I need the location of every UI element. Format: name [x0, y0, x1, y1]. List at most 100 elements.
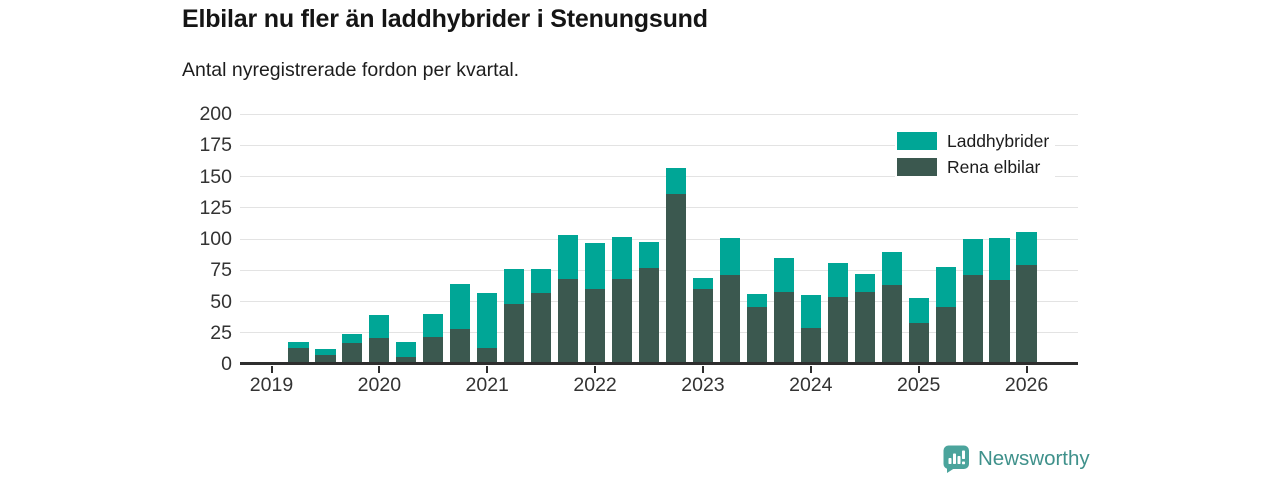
bar-2025-q3	[962, 239, 983, 364]
x-axis-tick	[270, 366, 273, 373]
x-axis-tick	[1025, 366, 1028, 373]
bar-segment-rena-elbilar	[369, 337, 390, 364]
bar-2023-q2	[719, 237, 740, 364]
bar-segment-laddhybrider	[935, 266, 956, 307]
bar-2022-q4	[665, 167, 687, 364]
bar-segment-rena-elbilar	[450, 329, 471, 364]
y-axis-tick-label: 100	[199, 228, 232, 250]
y-axis-tick-label: 25	[210, 321, 232, 344]
bar-segment-rena-elbilar	[989, 280, 1010, 364]
bar-segment-rena-elbilar	[531, 292, 552, 364]
bar-2025-q4	[989, 237, 1010, 364]
bar-2019-q4	[342, 334, 363, 364]
bar-segment-laddhybrider	[315, 349, 336, 356]
y-axis-tick-label: 175	[199, 134, 232, 157]
bar-segment-laddhybrider	[773, 257, 794, 292]
y-axis-labels: 0 25 50 75 100 125 150 175 200	[150, 104, 232, 374]
bar-segment-rena-elbilar	[827, 296, 848, 364]
bar-segment-laddhybrider	[638, 241, 660, 268]
bar-2023-q1	[692, 277, 714, 364]
x-axis-line	[240, 362, 1078, 365]
bar-2023-q4	[773, 257, 794, 364]
bar-segment-laddhybrider	[692, 277, 714, 289]
x-axis-tick-label: 2020	[357, 374, 402, 396]
bar-2023-q3	[746, 294, 767, 364]
gridline	[240, 113, 1078, 115]
bar-segment-rena-elbilar	[665, 194, 687, 364]
x-axis-tick-label: 2026	[1004, 374, 1049, 396]
bar-segment-laddhybrider	[477, 292, 498, 348]
brand-link[interactable]: Newsworthy	[943, 445, 1090, 473]
bar-2021-q3	[531, 269, 552, 364]
x-axis-tick	[701, 366, 704, 373]
bar-segment-laddhybrider	[584, 242, 606, 289]
bar-segment-laddhybrider	[908, 297, 929, 323]
x-axis-tick	[917, 366, 920, 373]
bar-segment-laddhybrider	[369, 315, 390, 338]
bar-2021-q4	[558, 235, 579, 364]
x-axis-tick-label: 2022	[573, 374, 617, 396]
bar-segment-rena-elbilar	[908, 322, 929, 364]
bar-segment-rena-elbilar	[962, 275, 983, 364]
bar-segment-laddhybrider	[854, 274, 875, 292]
x-axis-tick-label: 2021	[465, 374, 509, 396]
bar-segment-laddhybrider	[1016, 231, 1037, 266]
bar-segment-rena-elbilar	[773, 291, 794, 364]
chart-title: Elbilar nu fler än laddhybrider i Stenun…	[182, 5, 708, 33]
bar-segment-rena-elbilar	[881, 285, 902, 364]
bar-segment-rena-elbilar	[1016, 265, 1037, 364]
legend: Laddhybrider Rena elbilar	[895, 130, 1056, 178]
bar-segment-laddhybrider	[719, 237, 740, 276]
bar-segment-rena-elbilar	[558, 279, 579, 364]
bar-segment-rena-elbilar	[935, 306, 956, 364]
bar-segment-laddhybrider	[450, 284, 471, 329]
bar-2022-q3	[638, 241, 660, 364]
legend-item-rena-elbilar: Rena elbilar	[897, 158, 1049, 176]
bar-2024-q3	[854, 274, 875, 364]
x-axis-tick	[594, 366, 597, 373]
bar-segment-laddhybrider	[881, 251, 902, 286]
bar-segment-laddhybrider	[558, 235, 579, 279]
x-axis-tick-label: 2019	[249, 374, 294, 396]
bar-segment-rena-elbilar	[800, 327, 821, 364]
bar-segment-rena-elbilar	[746, 306, 767, 364]
bar-2020-q1	[369, 315, 390, 364]
brand-name: Newsworthy	[978, 447, 1090, 470]
bar-2021-q1	[477, 292, 498, 364]
bar-2019-q2	[288, 341, 309, 364]
bar-2020-q2	[396, 341, 417, 364]
bar-segment-laddhybrider	[962, 239, 983, 276]
y-axis-tick-label: 125	[199, 196, 232, 219]
gridline	[240, 176, 1078, 177]
x-axis-tick-label: 2024	[789, 374, 833, 396]
bar-segment-laddhybrider	[396, 341, 417, 357]
bar-segment-laddhybrider	[746, 294, 767, 307]
y-axis-tick-label: 75	[210, 259, 232, 282]
bar-segment-rena-elbilar	[342, 342, 363, 364]
x-axis-tick	[809, 366, 812, 373]
bar-segment-laddhybrider	[423, 314, 444, 337]
legend-item-laddhybrider: Laddhybrider	[897, 132, 1049, 150]
bar-segment-rena-elbilar	[288, 347, 309, 364]
plot-area: Laddhybrider Rena elbilar 2019 2020 2021 20…	[240, 113, 1078, 396]
bar-2025-q2	[935, 266, 956, 364]
bar-2020-q4	[450, 284, 471, 364]
legend-label: Rena elbilar	[947, 157, 1041, 177]
y-axis-tick-label: 0	[221, 353, 232, 375]
bar-2026-q1	[1016, 231, 1037, 364]
bar-segment-laddhybrider	[288, 341, 309, 348]
bar-segment-laddhybrider	[800, 295, 821, 328]
legend-swatch-rena-elbilar	[897, 158, 937, 176]
bar-segment-rena-elbilar	[638, 267, 660, 364]
x-axis-tick-label: 2025	[896, 374, 941, 396]
y-axis-tick-label: 150	[199, 165, 232, 188]
bar-segment-laddhybrider	[611, 236, 633, 279]
gridline	[240, 238, 1078, 240]
bar-2019-q3	[315, 349, 336, 364]
bar-segment-laddhybrider	[342, 334, 363, 343]
x-axis-tick-label: 2023	[681, 374, 725, 396]
bar-segment-laddhybrider	[531, 269, 552, 293]
bar-2020-q3	[423, 314, 444, 364]
legend-label: Laddhybrider	[947, 131, 1050, 151]
